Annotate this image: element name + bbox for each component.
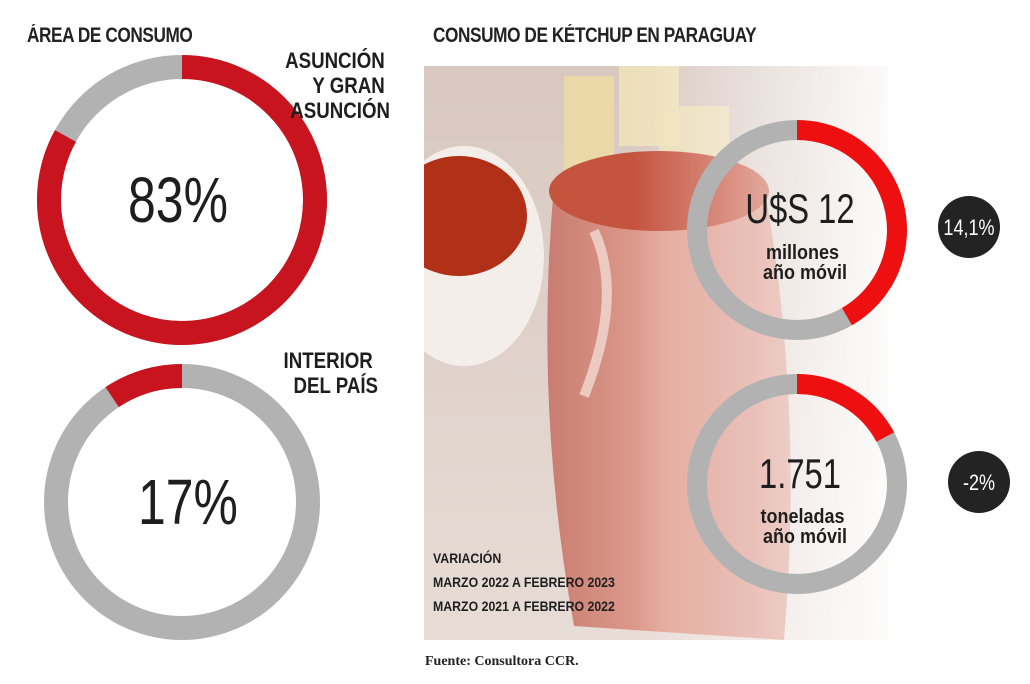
badge-money-variation: 14,1%: [938, 196, 1000, 258]
svg-text:toneladas año móvil: toneladas año móvil: [761, 506, 850, 548]
donut-asuncion-label-line3: ASUNCIÓN: [290, 98, 390, 124]
donut-interior: 17% INTERIOR DEL PAÍS: [44, 350, 378, 640]
right-chart-title: CONSUMO DE KÉTCHUP EN PARAGUAY: [433, 24, 757, 47]
donut-interior-segment: [105, 364, 183, 408]
variation-period-previous: MARZO 2021 A FEBRERO 2022: [433, 598, 615, 614]
donut-tons-unit-line2: año móvil: [763, 526, 847, 548]
donut-interior-value: 17%: [138, 467, 238, 538]
donut-asuncion-label-line2: Y GRAN: [312, 75, 384, 99]
svg-text:millones año móvil: millones año móvil: [763, 242, 847, 284]
variation-label: VARIACIÓN: [433, 550, 502, 566]
left-chart-title: ÁREA DE CONSUMO: [27, 24, 193, 47]
donut-money-value: U$S 12: [745, 185, 854, 232]
donut-interior-label-line2: DEL PAÍS: [294, 374, 378, 399]
badge-money-circle: [938, 196, 1000, 258]
donut-tons: 1.751 toneladas año móvil: [687, 374, 907, 594]
badge-tons-text: -2%: [963, 471, 995, 495]
donut-asuncion-value: 83%: [128, 165, 228, 236]
donut-money-unit-line2: año móvil: [763, 262, 847, 284]
badge-money-text: 14,1%: [943, 216, 994, 240]
donut-asuncion-segment: [37, 55, 327, 345]
donut-tons-unit-line1: toneladas: [761, 506, 845, 528]
donut-money-unit-line1: millones: [766, 242, 839, 264]
source-note: Fuente: Consultora CCR.: [425, 654, 579, 669]
donut-interior-label-line1: INTERIOR: [284, 350, 374, 374]
donut-money-segment: [796, 120, 907, 326]
donut-money: U$S 12 millones año móvil: [687, 120, 907, 340]
ketchup-jar-photo: [424, 66, 888, 640]
donut-tons-segment: [796, 374, 895, 443]
svg-text:ASUNCIÓN Y GRAN AS: ASUNCIÓN Y GRAN ASUNCIÓN: [285, 48, 390, 124]
variation-note: VARIACIÓN MARZO 2022 A FEBRERO 2023 MARZ…: [433, 546, 615, 618]
badge-tons-circle: [948, 451, 1010, 513]
donut-asuncion: 83% ASUNCIÓN Y GRAN ASUNCIÓN: [37, 48, 390, 345]
variation-period-current: MARZO 2022 A FEBRERO 2023: [433, 574, 615, 590]
svg-text:INTERIOR DEL PAÍS: INTERIOR DEL PAÍS: [284, 350, 378, 399]
donut-tons-value: 1.751: [759, 450, 841, 497]
badge-tons-variation: -2%: [948, 451, 1010, 513]
donut-asuncion-label-line1: ASUNCIÓN: [285, 48, 385, 74]
